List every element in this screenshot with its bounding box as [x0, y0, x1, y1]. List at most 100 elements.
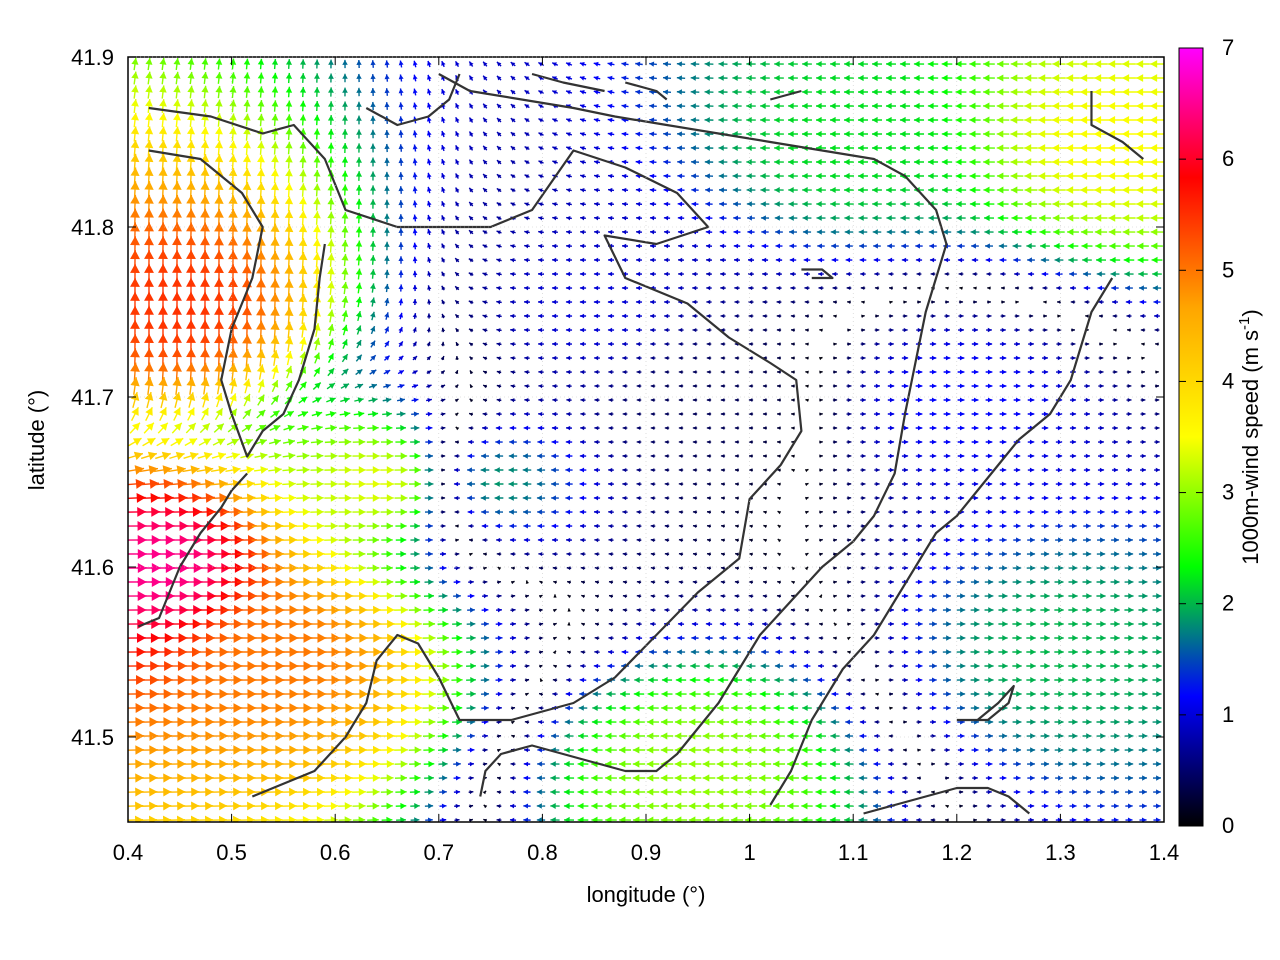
wind-vector	[342, 73, 348, 83]
wind-vector	[257, 86, 265, 98]
wind-vector	[243, 99, 251, 113]
wind-vector	[384, 88, 390, 96]
wind-vector	[607, 75, 615, 81]
wind-vector	[983, 102, 995, 110]
wind-vector	[285, 127, 293, 141]
wind-vector	[299, 59, 306, 69]
wind-vector	[1052, 116, 1066, 124]
wind-vector	[1010, 116, 1024, 124]
wind-vector	[524, 103, 530, 109]
wind-vector	[662, 75, 672, 81]
wind-vector	[1094, 60, 1108, 68]
wind-vector	[1010, 102, 1024, 110]
wind-vector	[398, 88, 404, 96]
wind-vector	[1150, 60, 1164, 68]
wind-vector	[538, 118, 544, 123]
colorbar-tick-label: 7	[1222, 35, 1234, 60]
wind-vector	[187, 112, 195, 128]
wind-vector	[145, 99, 153, 113]
x-tick-label: 0.9	[631, 840, 662, 865]
wind-vector-field	[128, 57, 1164, 822]
wind-vector	[996, 74, 1010, 82]
wind-vector	[872, 60, 882, 68]
wind-vector	[370, 87, 376, 97]
wind-vector	[969, 74, 981, 82]
wind-vector	[732, 103, 742, 109]
wind-vector	[468, 75, 474, 81]
wind-vector	[426, 116, 432, 124]
colorbar-tick-label: 0	[1222, 813, 1234, 838]
wind-vector	[130, 126, 140, 142]
wind-vector	[718, 61, 728, 67]
wind-vector	[1093, 102, 1109, 110]
wind-vector	[788, 74, 798, 82]
x-tick-label: 0.4	[113, 840, 144, 865]
wind-vector	[1150, 74, 1164, 82]
wind-vector	[899, 116, 911, 124]
wind-vector	[441, 116, 446, 124]
wind-vector	[412, 88, 418, 96]
wind-vector	[774, 102, 784, 110]
wind-vector	[1107, 102, 1123, 110]
wind-vector	[201, 126, 209, 142]
wind-vector	[370, 115, 376, 125]
wind-vector	[215, 99, 223, 113]
wind-vector	[496, 103, 502, 109]
x-axis-title: longitude (°)	[587, 882, 706, 907]
wind-vector	[635, 75, 643, 81]
wind-vector	[412, 74, 418, 82]
wind-vector	[1149, 116, 1164, 124]
wind-vector	[830, 74, 840, 82]
wind-vector	[1121, 88, 1137, 96]
wind-vector	[159, 71, 167, 85]
wind-vector	[1052, 88, 1066, 96]
wind-vector	[299, 100, 307, 112]
wind-vector	[426, 102, 432, 110]
wind-vector	[955, 88, 967, 96]
wind-vector	[969, 88, 981, 96]
wind-vector	[412, 102, 418, 110]
wind-vector	[1052, 74, 1066, 82]
wind-vector	[969, 102, 981, 110]
wind-vector	[662, 61, 672, 67]
wind-vector	[690, 89, 700, 95]
wind-vector	[159, 85, 167, 99]
wind-vector	[1024, 102, 1038, 110]
wind-vector	[858, 88, 868, 96]
wind-vector	[746, 61, 756, 67]
wind-vector	[593, 75, 601, 81]
wind-vector	[774, 60, 784, 68]
wind-vector	[1052, 60, 1066, 68]
wind-vector	[342, 59, 348, 69]
wind-vector	[593, 103, 601, 109]
wind-vector	[565, 62, 573, 67]
wind-vector	[676, 61, 686, 67]
wind-vector	[496, 75, 502, 81]
y-axis-title: latitude (°)	[24, 390, 49, 491]
wind-vector	[996, 116, 1010, 124]
wind-vector	[844, 88, 854, 96]
y-tick-label: 41.9	[71, 45, 114, 70]
wind-vector	[370, 60, 376, 68]
wind-vector	[1093, 116, 1109, 124]
wind-vector	[187, 58, 195, 70]
wind-vector	[468, 117, 474, 123]
wind-vector	[454, 60, 460, 68]
wind-vector	[1010, 88, 1024, 96]
wind-vector	[173, 71, 181, 85]
wind-vector	[635, 61, 643, 67]
wind-vector	[676, 75, 686, 81]
wind-vector	[1121, 116, 1137, 124]
wind-vector	[788, 60, 798, 68]
wind-vector	[857, 102, 869, 110]
wind-vector	[285, 114, 293, 126]
wind-vector	[285, 59, 292, 69]
wind-vector	[342, 101, 348, 111]
colorbar-tick-label: 5	[1222, 257, 1234, 282]
wind-vector	[314, 59, 320, 69]
wind-vector	[690, 103, 700, 109]
wind-vector	[510, 89, 516, 95]
wind-vector	[510, 103, 516, 109]
wind-vector	[510, 75, 516, 81]
